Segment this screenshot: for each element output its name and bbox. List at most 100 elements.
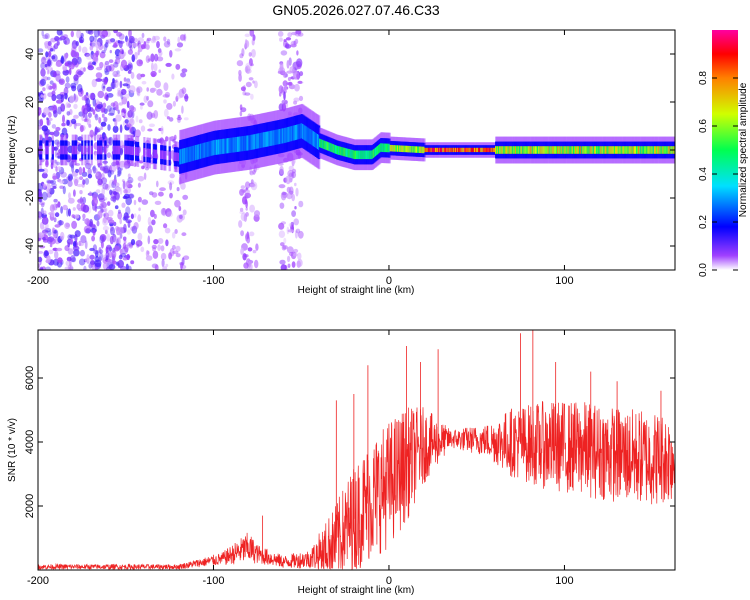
spectrogram-noise-cell	[154, 200, 162, 205]
spectrogram-noise-cell	[123, 239, 127, 245]
spectrogram-noise-cell	[279, 91, 282, 97]
spectrogram-noise-cell	[54, 212, 60, 218]
spectrogram-noise-cell	[125, 196, 132, 206]
spectrogram-noise-cell	[174, 229, 178, 234]
spectrogram-noise-cell	[84, 218, 90, 225]
spectrogram-noise-cell	[81, 112, 84, 122]
spectrogram-noise-cell	[285, 37, 292, 41]
spectrogram-noise-cell	[296, 73, 300, 80]
spectrogram-noise-cell	[242, 91, 247, 96]
spectrogram-noise-cell	[64, 266, 72, 270]
spectrogram-ridge-core	[607, 146, 610, 154]
spectrogram-noise-cell	[242, 196, 247, 205]
spectrogram-noise-cell	[47, 44, 53, 51]
spectrogram-noise-cell	[85, 30, 93, 34]
spectrogram-noise-cell	[55, 166, 58, 172]
spectrogram-noise-cell	[121, 202, 126, 208]
spectrogram-noise-cell	[53, 217, 57, 223]
spectrogram-noise-cell	[294, 206, 297, 210]
spectrogram-noise-cell	[162, 208, 166, 216]
spectrogram-noise-cell	[57, 257, 63, 264]
spectrogram-noise-cell	[51, 104, 58, 111]
spectrogram-noise-cell	[84, 240, 88, 250]
spectrogram-ridge-core	[667, 146, 670, 154]
snr-marks	[38, 330, 675, 570]
spectrogram-noise-cell	[51, 55, 56, 60]
spectrogram-noise-cell	[106, 152, 111, 159]
spectrogram-noise-cell	[41, 229, 49, 234]
spectrogram-noise-cell	[176, 187, 180, 192]
spectrogram-ridge-core	[62, 145, 65, 155]
spectrogram-ridge-core	[251, 134, 254, 150]
spectrogram-noise-cell	[52, 227, 55, 233]
spectrogram-noise-cell	[71, 214, 76, 218]
spectrogram-noise-cell	[181, 232, 187, 237]
spectrogram-noise-cell	[289, 66, 295, 73]
x-tick-label: -200	[27, 275, 49, 287]
spectrogram-noise-cell	[181, 68, 188, 73]
spectrogram-noise-cell	[39, 267, 44, 270]
spectrogram-noise-cell	[122, 83, 129, 87]
spectrogram-noise-cell	[77, 56, 82, 65]
spectrogram-noise-cell	[78, 45, 82, 52]
spectrogram-noise-cell	[130, 106, 137, 113]
spectrogram-noise-cell	[87, 173, 93, 179]
spectrogram-noise-cell	[278, 66, 286, 75]
spectrogram-noise-cell	[151, 219, 156, 226]
spectrogram-noise-cell	[146, 111, 153, 120]
spectrogram-noise-cell	[127, 265, 132, 270]
spectrogram-noise-cell	[92, 229, 96, 236]
spectrogram-noise-cell	[102, 225, 109, 231]
spectrogram-noise-cell	[49, 80, 54, 85]
spectrogram-noise-cell	[101, 113, 105, 118]
spectrogram-noise-cell	[46, 76, 51, 81]
spectrogram-noise-cell	[49, 204, 55, 213]
spectrogram-noise-cell	[102, 165, 109, 174]
spectrogram-ridge-core	[231, 137, 234, 153]
spectrogram-noise-cell	[60, 31, 64, 37]
spectrogram-noise-cell	[92, 97, 97, 107]
spectrogram-noise-cell	[82, 179, 86, 185]
spectrogram-noise-cell	[165, 263, 169, 268]
spectrogram-noise-cell	[95, 205, 102, 210]
spectrogram-noise-cell	[89, 219, 94, 228]
spectrogram-noise-cell	[41, 137, 46, 144]
spectrogram-noise-cell	[85, 228, 91, 234]
spectrogram-noise-cell	[93, 30, 100, 38]
spectrogram-noise-cell	[65, 260, 72, 267]
spectrogram-noise-cell	[166, 102, 173, 110]
spectrogram-noise-cell	[177, 114, 181, 118]
spectrogram-ridge-core	[558, 146, 561, 154]
spectrogram-noise-cell	[96, 104, 103, 109]
spectrogram-noise-cell	[87, 168, 92, 175]
spectrogram-noise-cell	[160, 125, 164, 135]
spectrogram-noise-cell	[95, 78, 103, 82]
spectrogram-noise-cell	[70, 238, 74, 245]
spectrogram-noise-cell	[62, 66, 68, 71]
spectrogram-noise-cell	[38, 263, 41, 269]
spectrogram-ridge-core	[137, 147, 140, 156]
spectrogram-noise-cell	[100, 125, 104, 131]
spectrogram-noise-cell	[146, 250, 150, 255]
spectrogram-noise-cell	[296, 260, 301, 268]
spectrogram-noise-cell	[45, 266, 52, 270]
spectrogram-noise-cell	[141, 80, 147, 85]
spectrogram-noise-cell	[287, 263, 291, 268]
spectrogram-noise-cell	[71, 118, 77, 125]
spectrogram-noise-cell	[127, 70, 132, 74]
spectrogram-ridge-core	[182, 148, 185, 164]
spectrogram-noise-cell	[64, 222, 70, 229]
spectrogram-noise-cell	[169, 192, 173, 199]
spectrogram-noise-cell	[39, 118, 44, 127]
spectrogram-noise-cell	[119, 160, 126, 168]
spectrogram-noise-cell	[137, 37, 145, 44]
spectrogram-noise-cell	[151, 244, 157, 250]
spectrogram-noise-cell	[286, 186, 291, 193]
spectrogram-noise-cell	[99, 252, 103, 261]
spectrogram-ridge-core	[124, 145, 127, 155]
spectrogram-noise-cell	[297, 252, 302, 260]
spectrogram-ridge-core	[598, 146, 601, 154]
spectrogram-noise-cell	[87, 112, 92, 118]
spectrogram-noise-cell	[69, 95, 75, 104]
spectrogram-noise-cell	[60, 56, 65, 65]
